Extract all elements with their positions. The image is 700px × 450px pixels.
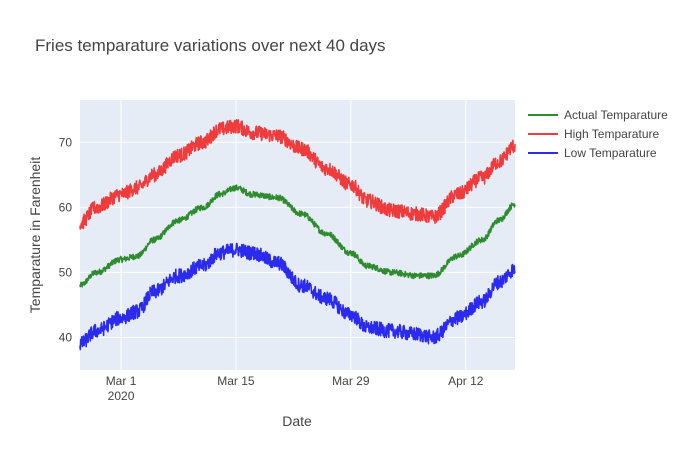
series-line xyxy=(79,184,516,288)
chart-title: Fries temparature variations over next 4… xyxy=(35,36,386,55)
y-axis-ticks: 40 50 60 70 xyxy=(59,135,73,344)
series-layer xyxy=(79,119,516,351)
x-tick-label: Mar 29 xyxy=(332,374,370,388)
y-tick-label: 50 xyxy=(59,265,73,279)
legend-item[interactable]: Low Temparature xyxy=(528,146,657,160)
series-line xyxy=(79,242,516,351)
legend-item[interactable]: High Temparature xyxy=(528,127,659,141)
legend-item[interactable]: Actual Temparature xyxy=(528,108,668,122)
gridlines xyxy=(80,100,515,370)
x-tick-label: Mar 15 xyxy=(217,374,255,388)
x-tick-label: Mar 1 xyxy=(106,374,137,388)
legend-label: Low Temparature xyxy=(564,146,657,160)
y-tick-label: 70 xyxy=(59,135,73,149)
y-axis-title: Temparature in Farenheit xyxy=(27,157,43,314)
legend[interactable]: Actual Temparature High Temparature Low T… xyxy=(528,108,668,160)
y-tick-label: 60 xyxy=(59,200,73,214)
legend-label: Actual Temparature xyxy=(564,108,668,122)
x-tick-label: Apr 12 xyxy=(448,374,484,388)
x-tick-sublabel: 2020 xyxy=(108,389,135,403)
series-line xyxy=(79,119,516,230)
legend-label: High Temparature xyxy=(564,127,659,141)
y-tick-label: 40 xyxy=(59,330,73,344)
x-axis-title: Date xyxy=(282,413,312,429)
